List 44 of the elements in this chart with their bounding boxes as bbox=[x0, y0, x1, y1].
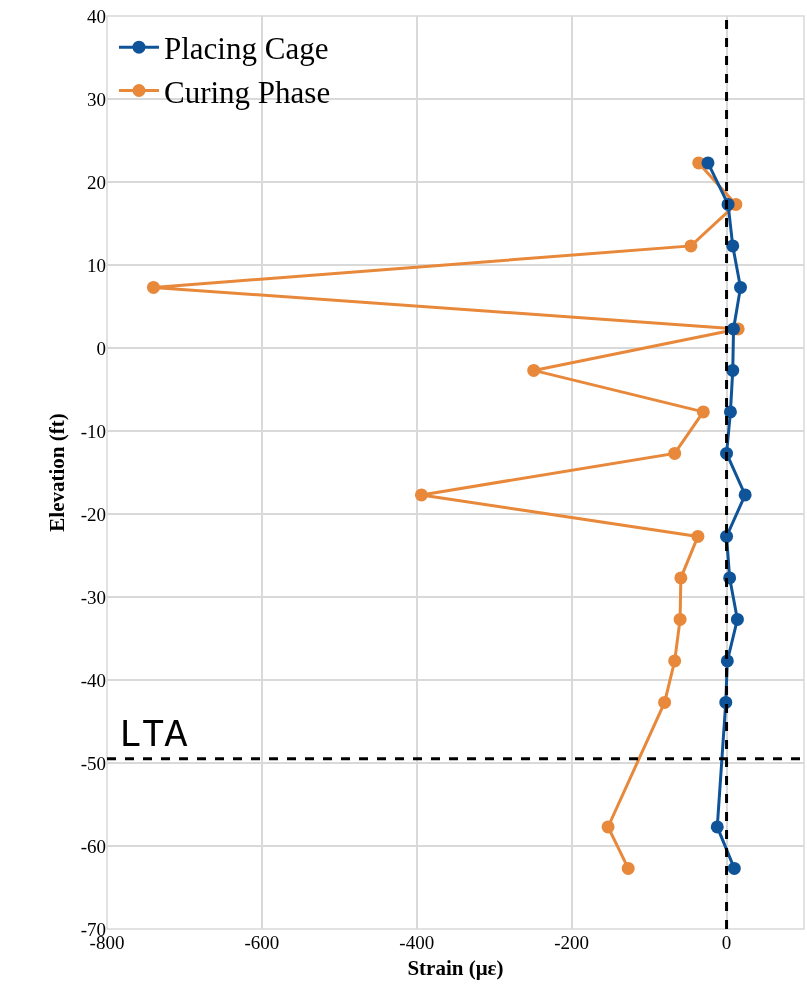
point bbox=[726, 239, 740, 253]
point bbox=[727, 861, 741, 875]
point bbox=[738, 488, 752, 502]
y-tick-label: -20 bbox=[80, 503, 106, 525]
y-tick-label: -40 bbox=[80, 669, 106, 691]
x-tick-label: -600 bbox=[244, 932, 280, 953]
y-tick-label: 10 bbox=[87, 254, 106, 276]
point bbox=[146, 280, 160, 294]
point bbox=[701, 156, 715, 170]
point bbox=[723, 405, 737, 419]
legend-label: Placing Cage bbox=[163, 31, 329, 67]
point bbox=[727, 322, 741, 336]
point bbox=[527, 363, 541, 377]
point bbox=[658, 695, 672, 709]
y-tick-label: -50 bbox=[80, 752, 106, 774]
legend-label: Curing Phase bbox=[163, 74, 331, 110]
point bbox=[696, 405, 710, 419]
point bbox=[601, 820, 615, 834]
y-tick-label: -10 bbox=[80, 420, 106, 442]
ref-line-label: LTA bbox=[119, 714, 188, 757]
point bbox=[684, 239, 698, 253]
point bbox=[726, 363, 740, 377]
point bbox=[674, 571, 688, 585]
point bbox=[691, 529, 705, 543]
point bbox=[621, 861, 635, 875]
point bbox=[720, 529, 734, 543]
y-tick-label: -30 bbox=[80, 586, 106, 608]
y-axis-title: Elevation (ft) bbox=[44, 413, 69, 532]
point bbox=[710, 820, 724, 834]
y-tick-label: 40 bbox=[87, 5, 106, 27]
y-tick-label: 30 bbox=[87, 88, 106, 110]
point bbox=[730, 612, 744, 626]
x-tick-label: -400 bbox=[399, 932, 435, 953]
point bbox=[668, 446, 682, 460]
x-tick-label: -200 bbox=[554, 932, 590, 953]
x-tick-label: 0 bbox=[721, 932, 732, 953]
point bbox=[673, 612, 687, 626]
x-axis-title: Strain (με) bbox=[407, 956, 504, 981]
point bbox=[734, 280, 747, 294]
y-tick-label: 20 bbox=[87, 171, 106, 193]
y-tick-label: -60 bbox=[80, 835, 106, 857]
point bbox=[668, 654, 682, 668]
point bbox=[414, 488, 428, 502]
y-tick-label: 0 bbox=[96, 337, 106, 359]
